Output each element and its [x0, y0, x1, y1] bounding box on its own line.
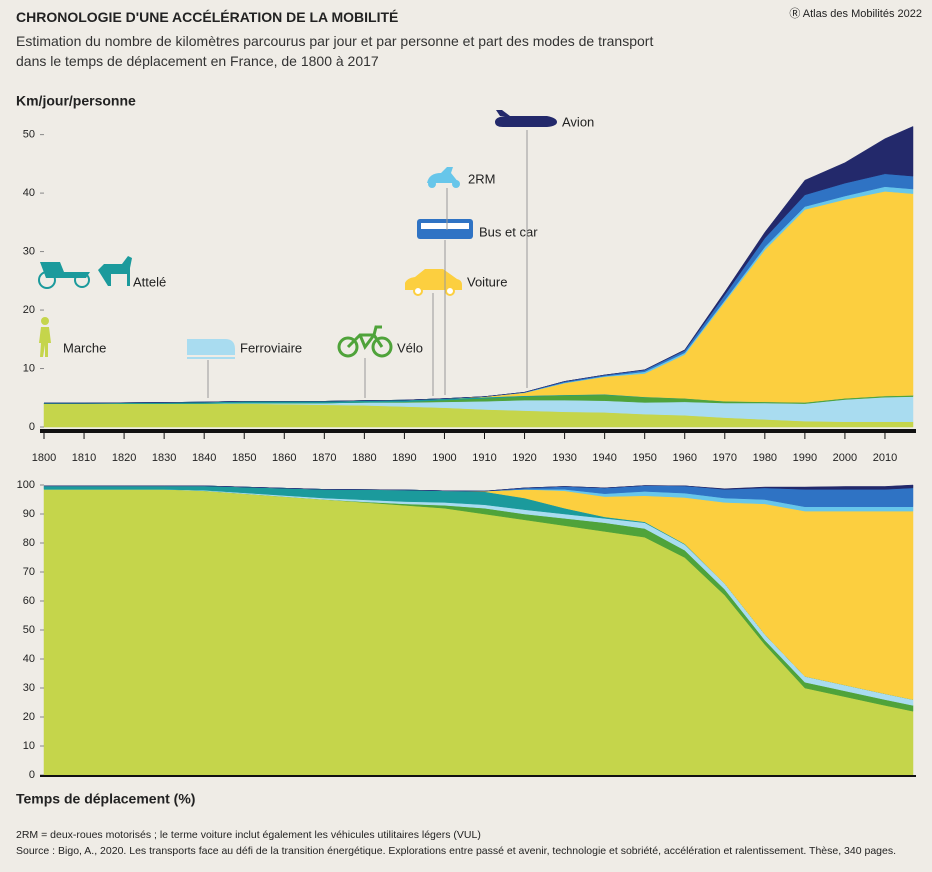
x-tick-label: 1980 — [753, 452, 777, 464]
y-tick-label: 0 — [29, 769, 35, 781]
area — [44, 484, 914, 492]
icon — [346, 325, 384, 350]
annotation: Vélo — [337, 325, 423, 398]
annotation-label: Voiture — [467, 274, 507, 289]
y-tick-label: 50 — [23, 129, 35, 141]
annotation-label: Attelé — [133, 274, 166, 289]
y-tick-label: 10 — [23, 362, 35, 374]
x-tick-label: 1930 — [552, 452, 576, 464]
annotation-label: Ferroviaire — [240, 340, 302, 355]
y-tick-label: 20 — [23, 711, 35, 723]
x-tick-label: 1860 — [272, 452, 296, 464]
y-tick-label: 10 — [23, 740, 35, 752]
x-tick-label: 1990 — [793, 452, 817, 464]
x-tick-label: 1850 — [232, 452, 256, 464]
x-tick-label: 1880 — [352, 452, 376, 464]
icon — [40, 262, 90, 278]
y-tick-label: 70 — [23, 566, 35, 578]
x-tick-label: 1900 — [432, 452, 456, 464]
icon — [371, 336, 393, 358]
annotation-label: Avion — [562, 114, 594, 129]
annotation: Ferroviaire — [187, 339, 302, 398]
x-tick-label: 1940 — [592, 452, 616, 464]
credit-text: Atlas des Mobilités 2022 — [802, 8, 922, 20]
icon — [41, 317, 49, 325]
annotation-label: Bus et car — [479, 224, 538, 239]
x-tick-label: 1810 — [72, 452, 96, 464]
annotation-label: Vélo — [397, 340, 423, 355]
annotation: Voiture — [405, 269, 507, 396]
y-tick-label: 90 — [23, 508, 35, 520]
subtitle: Estimation du nombre de kilomètres parco… — [16, 33, 654, 69]
icon — [187, 339, 235, 355]
x-tick-label: 1890 — [392, 452, 416, 464]
x-tick-label: 1960 — [672, 452, 696, 464]
icon — [427, 167, 459, 183]
annotation: Avion — [495, 110, 594, 388]
y-tick-label: 80 — [23, 537, 35, 549]
icon — [495, 110, 557, 127]
icon — [445, 286, 455, 296]
annotation: Marche — [39, 317, 106, 357]
annotation-label: Marche — [63, 340, 106, 355]
credit: Ⓡ Atlas des Mobilités 2022 — [789, 8, 922, 20]
areas — [43, 484, 914, 776]
x-tick-label: 1820 — [112, 452, 136, 464]
y-tick-label: 30 — [23, 245, 35, 257]
y-tick-label: 40 — [23, 653, 35, 665]
title: CHRONOLOGIE D'UNE ACCÉLÉRATION DE LA MOB… — [16, 9, 399, 25]
footnote: 2RM = deux-roues motorisés ; le terme vo… — [16, 829, 481, 841]
y-tick-label: 30 — [23, 682, 35, 694]
icon — [413, 286, 423, 296]
y-tick-label: 20 — [23, 304, 35, 316]
icon — [421, 223, 469, 229]
y-tick-label: 40 — [23, 187, 35, 199]
y-tick-label: 100 — [17, 479, 35, 491]
annotation: Attelé — [38, 256, 166, 289]
area — [44, 126, 914, 404]
annotation-label: 2RM — [468, 171, 495, 186]
icon — [405, 269, 462, 290]
icon — [98, 256, 132, 286]
icon — [452, 180, 460, 188]
x-tick-label: 1970 — [713, 452, 737, 464]
source: Source : Bigo, A., 2020. Les transports … — [16, 845, 897, 857]
x-tick-label: 1840 — [192, 452, 216, 464]
x-tick-label: 1950 — [632, 452, 656, 464]
x-tick-label: 1870 — [312, 452, 336, 464]
y-tick-label: 60 — [23, 595, 35, 607]
annotation: 2RM — [427, 167, 495, 230]
y-tick-label: 0 — [29, 421, 35, 433]
axis-title: Temps de déplacement (%) — [16, 791, 195, 807]
x-tick-label: 1800 — [32, 452, 56, 464]
icon — [39, 327, 51, 357]
annotation: Bus et car — [417, 219, 538, 395]
areas — [43, 126, 914, 428]
icon — [428, 180, 436, 188]
x-tick-label: 2000 — [833, 452, 857, 464]
x-tick-label: 2010 — [873, 452, 897, 464]
icon — [337, 336, 359, 358]
x-tick-label: 1920 — [512, 452, 536, 464]
axis-title: Km/jour/personne — [16, 93, 136, 109]
x-tick-label: 1910 — [472, 452, 496, 464]
x-tick-label: 1830 — [152, 452, 176, 464]
y-tick-label: 50 — [23, 624, 35, 636]
